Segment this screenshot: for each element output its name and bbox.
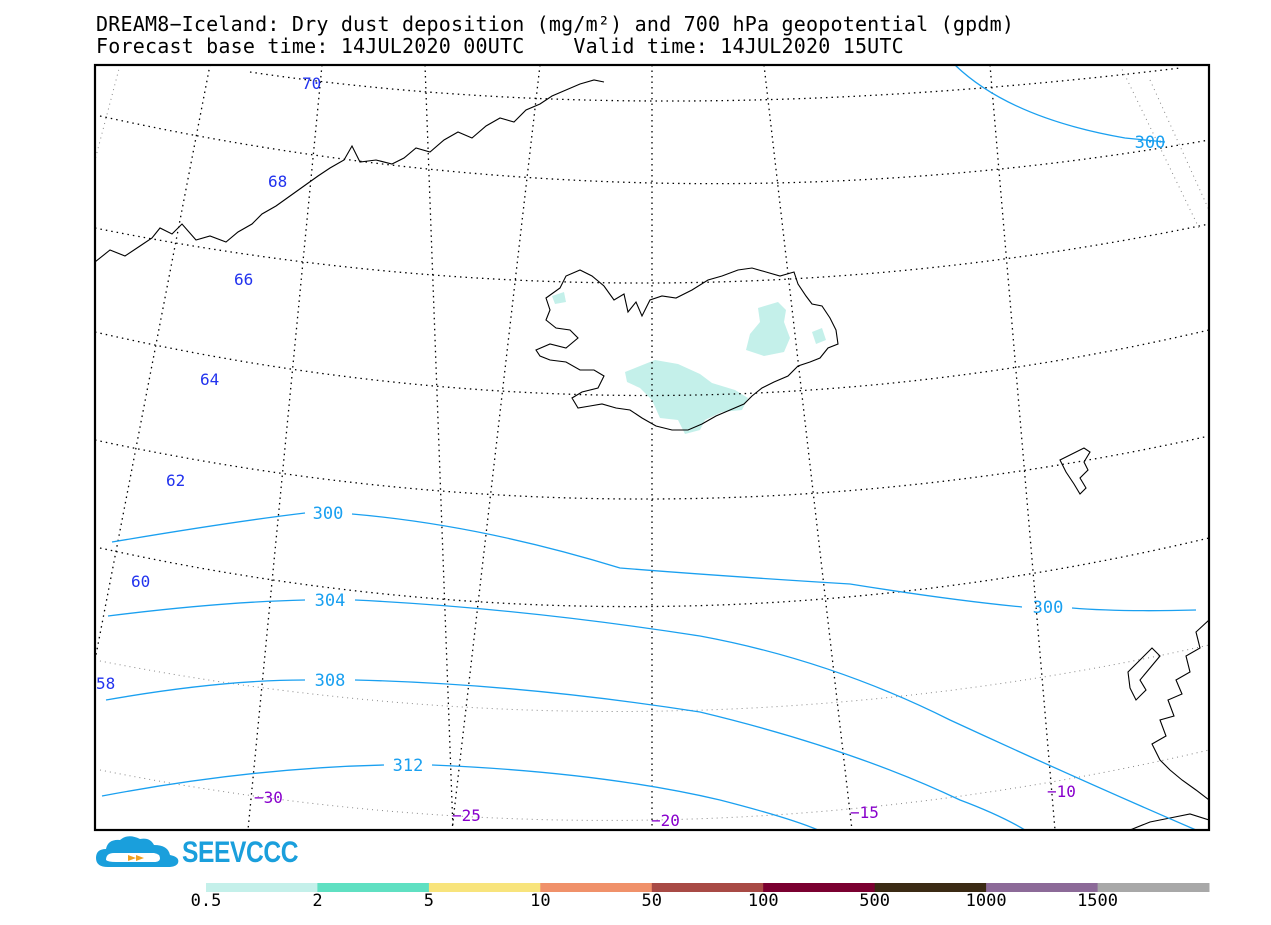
contour-label-300-west: 300 [313,504,344,524]
colorbar [206,883,1210,892]
colorbar-segment-1 [317,883,430,892]
map-subtitle-times: Forecast base time: 14JUL2020 00UTC Vali… [96,34,904,58]
lon-label-minus20: −20 [651,811,680,830]
lon-label-minus30: −30 [254,788,283,807]
lat-label-60: 60 [131,572,150,591]
map-title: DREAM8−Iceland: Dry dust deposition (mg/… [96,12,1015,36]
lat-label-68: 68 [268,172,287,191]
longitude-labels: −30 −25 −20 −15 −10 [254,782,1076,830]
colorbar-label-7: 1000 [965,891,1007,911]
longitude-lines [95,65,1056,830]
latitude-labels: 70 68 66 64 62 60 58 [96,74,321,693]
lat-label-64: 64 [200,370,219,389]
lat-label-62: 62 [166,471,185,490]
colorbar-segment-8 [1097,883,1210,892]
contour-label-308: 308 [315,671,346,691]
lat-label-70: 70 [302,74,321,93]
colorbar-segment-2 [428,883,541,892]
colorbar-label-1: 2 [312,891,323,911]
coastlines [95,79,1209,830]
colorbar-label-4: 50 [641,891,663,911]
lon-label-minus15: −15 [850,803,879,822]
iceland-coast [535,267,839,431]
contour-308 [105,679,1026,830]
colorbar-label-6: 500 [859,891,891,911]
contour-labels: 300 300 300 304 308 312 [313,133,1166,776]
scotland-coast [1129,813,1209,830]
colorbar-segment-7 [986,883,1098,892]
latitude-lines-faint [95,644,1209,821]
lat-label-66: 66 [234,270,253,289]
norway-coast [1151,619,1209,801]
contour-label-312: 312 [393,756,424,776]
faroe-coast [1059,447,1091,495]
lat-label-58: 58 [96,674,115,693]
colorbar-label-0: 0.5 [190,891,222,911]
colorbar-segment-4 [651,883,764,892]
contour-312 [101,764,819,830]
colorbar-label-8: 1500 [1077,891,1119,911]
colorbar-label-5: 100 [747,891,779,911]
longitude-lines-faint [95,65,1209,231]
map-frame [93,63,1211,832]
contour-304 [107,599,1197,830]
logo-text: SEEVCCC [182,836,299,869]
colorbar-segment-0 [206,883,318,892]
contour-label-300-east: 300 [1033,598,1064,618]
contour-label-300-north: 300 [1135,133,1166,153]
colorbar-segment-5 [763,883,876,892]
contour-label-304: 304 [315,591,346,611]
dust-deposition-areas [552,292,826,434]
deposition-patch-northeast [812,328,826,344]
greenland-coast [95,79,605,263]
cloud-icon [96,836,179,867]
deposition-patch-south [625,360,748,434]
colorbar-label-3: 10 [530,891,551,911]
colorbar-label-2: 5 [423,891,434,911]
contour-300-north [954,65,1166,143]
deposition-patch-east [746,302,790,356]
geopotential-contours [101,65,1197,830]
contour-300-south [111,512,1197,612]
lon-label-minus10: −10 [1047,782,1076,801]
colorbar-segment-3 [540,883,653,892]
shetland-coast [1127,647,1161,701]
lon-label-minus25: −25 [452,806,481,825]
colorbar-segment-6 [874,883,987,892]
deposition-patch-westfjords [552,292,566,304]
